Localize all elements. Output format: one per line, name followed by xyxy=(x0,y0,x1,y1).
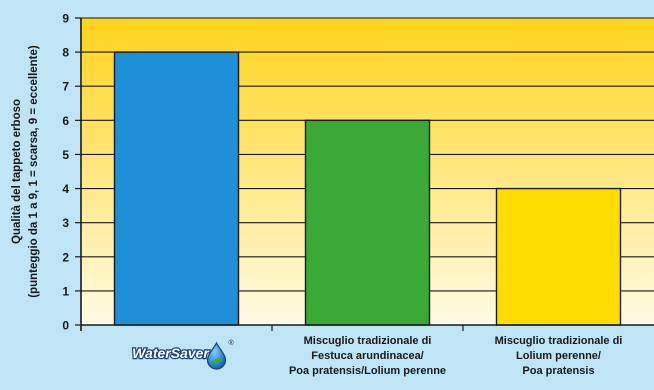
y-tick-label: 5 xyxy=(62,148,69,162)
y-axis-label: Qualità del tappeto erboso xyxy=(11,99,23,244)
y-tick-label: 6 xyxy=(62,114,69,128)
y-tick-label: 7 xyxy=(62,80,69,94)
y-tick-label: 9 xyxy=(62,12,69,26)
category-label: Poa pratensis xyxy=(522,365,594,377)
category-label: Miscuglio tradizionale di xyxy=(304,335,432,347)
bar xyxy=(113,51,240,326)
category-label: Festuca arundinacea/ xyxy=(311,350,424,362)
watersaver-logo: WaterSaver ® xyxy=(131,339,235,370)
y-tick-label: 8 xyxy=(62,46,69,60)
category-label: Miscuglio tradizionale di xyxy=(495,335,623,347)
y-tick-label: 2 xyxy=(62,250,69,264)
leaf-icon xyxy=(210,358,223,365)
bar xyxy=(495,187,622,326)
registered-mark: ® xyxy=(229,339,235,347)
bars xyxy=(113,51,622,326)
bar xyxy=(304,119,431,326)
axes xyxy=(80,18,654,331)
category-label: WaterSaver xyxy=(132,345,210,361)
water-drop-icon xyxy=(206,341,227,370)
category-label: Poa pratensis/Lolium perenne xyxy=(289,365,446,377)
category-labels: WaterSaver ® Miscuglio tradizionale di Fest… xyxy=(131,335,623,377)
y-tick-label: 4 xyxy=(62,182,69,196)
y-axis-title: Qualità del tappeto erboso (punteggio da … xyxy=(11,45,40,298)
y-tick-label: 3 xyxy=(62,216,69,230)
y-axis-label: (punteggio da 1 a 9, 1 = scarsa, 9 = ecc… xyxy=(28,45,40,298)
y-tick-labels: 0 1 2 3 4 5 6 7 8 9 xyxy=(62,12,69,333)
category-label: Lolium perenne/ xyxy=(516,350,601,362)
y-tick-label: 0 xyxy=(62,319,69,333)
y-tick-label: 1 xyxy=(62,284,69,298)
